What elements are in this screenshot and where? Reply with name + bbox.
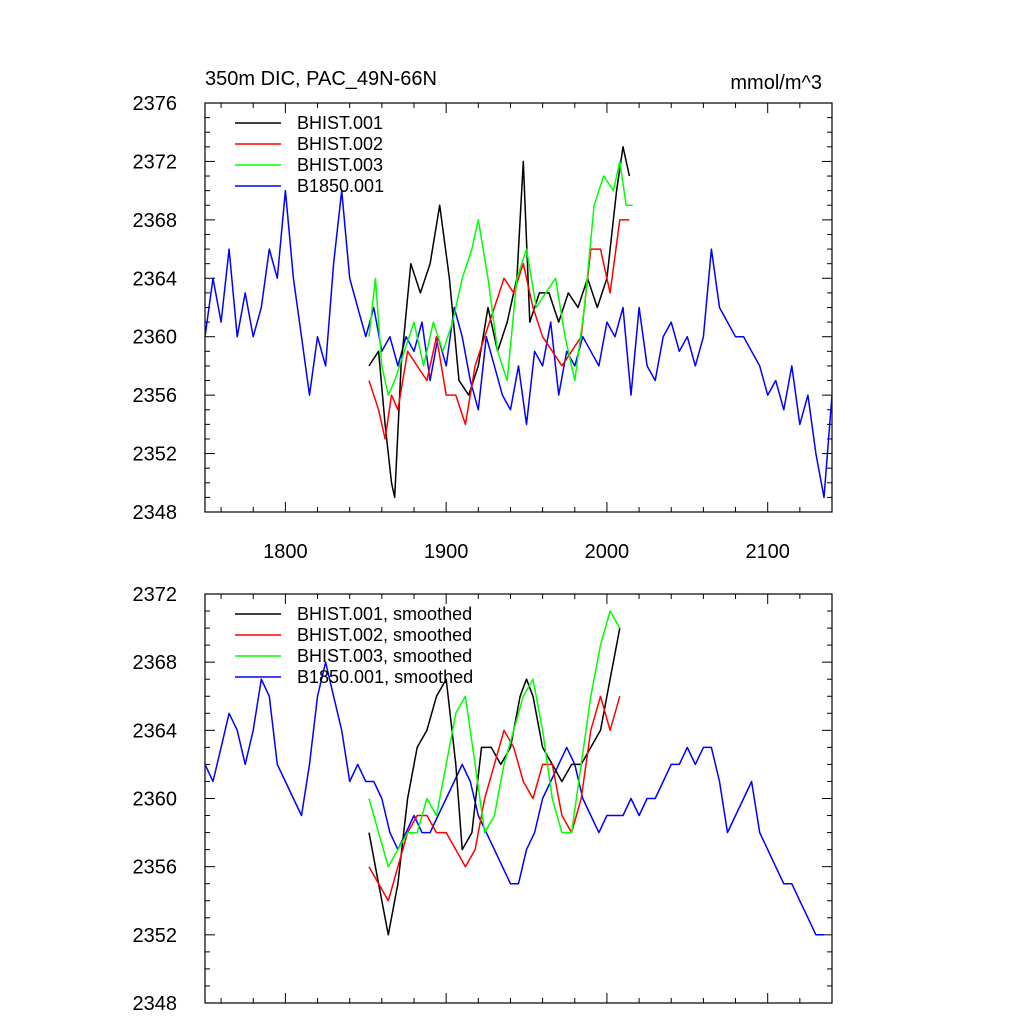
y-tick-label: 2376 [133,93,178,115]
y-tick-label: 2368 [133,210,178,232]
legend-label: BHIST.003 [297,155,383,175]
units-label: mmol/m^3 [730,72,822,94]
y-tick-label: 2360 [133,327,178,349]
x-tick-label: 1900 [424,541,469,563]
legend-label: B1850.001, smoothed [297,667,473,687]
x-tick-label: 2100 [745,541,790,563]
series-line-bhist-003-smoothed [368,610,621,868]
y-tick-label: 2364 [133,720,178,742]
series-group [205,610,824,936]
y-tick-label: 2348 [133,993,178,1015]
legend-label: BHIST.002, smoothed [297,625,472,645]
x-tick-label: 1800 [263,541,308,563]
series-line-bhist-002-smoothed [368,695,621,902]
legend-label: BHIST.002 [297,134,383,154]
y-tick-label: 2360 [133,789,178,811]
series-line-bhist-001-smoothed [368,627,621,936]
y-tick-label: 2372 [133,584,178,606]
legend-label: BHIST.001, smoothed [297,604,472,624]
y-tick-label: 2364 [133,268,178,290]
chart-panel-2: 2348 2352 2356 2360 2364 2368 2372 BHIST.001, s… [133,584,833,1015]
y-tick-label: 2348 [133,502,178,524]
y-tick-label: 2372 [133,151,178,173]
y-tick-label: 2356 [133,385,178,407]
y-tick-label: 2356 [133,857,178,879]
chart-panel-1: 2348 2352 2356 2360 2364 2368 2372 2376 1800 1900… [133,68,833,563]
series-line-bhist-001 [368,146,631,499]
x-tick-label: 2000 [585,541,630,563]
y-tick-label: 2368 [133,652,178,674]
series-line-b1850-001-smoothed [205,661,824,936]
series-group [205,146,832,499]
series-line-bhist-003 [368,160,633,396]
legend-label: B1850.001 [297,176,384,196]
legend-label: BHIST.001 [297,113,383,133]
chart-title: 350m DIC, PAC_49N-66N [205,68,437,90]
series-line-b1850-001 [205,189,832,499]
y-tick-label: 2352 [133,925,178,947]
y-tick-label: 2352 [133,444,178,466]
legend-label: BHIST.003, smoothed [297,646,472,666]
